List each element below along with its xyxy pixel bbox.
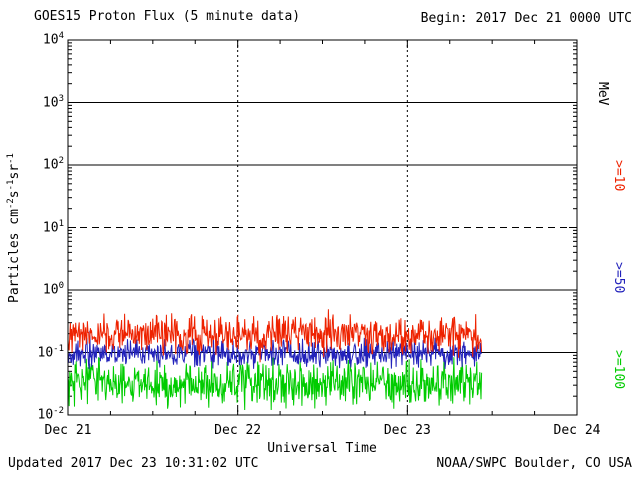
y-tick-label: 10-2 (37, 406, 65, 423)
legend-ge100-label: >=100 (611, 350, 626, 390)
x-tick-label: Dec 22 (214, 423, 262, 438)
x-tick-label: Dec 23 (383, 423, 431, 438)
series-50 (67, 330, 482, 370)
begin-timestamp: Begin: 2017 Dec 21 0000 UTC (420, 11, 632, 26)
mev-unit-label: MeV (595, 82, 610, 106)
x-tick-label: Dec 21 (44, 423, 92, 438)
legend-ge10-label: >=10 (611, 160, 626, 192)
noaa-credit: NOAA/SWPC Boulder, CO USA (436, 456, 632, 471)
y-tick-label: 10-1 (37, 343, 65, 360)
x-axis-label: Universal Time (267, 441, 377, 456)
updated-timestamp: Updated 2017 Dec 23 10:31:02 UTC (8, 456, 259, 471)
y-tick-label: 103 (42, 93, 64, 110)
y-tick-label: 100 (42, 281, 64, 298)
y-axis-label: Particles cm-2s-1sr-1 (5, 153, 23, 303)
y-tick-label: 101 (42, 218, 64, 235)
y-tick-label: 102 (42, 156, 64, 173)
y-tick-label: 104 (42, 31, 64, 48)
legend-ge50-label: >=50 (611, 262, 626, 294)
x-tick-label: Dec 24 (553, 423, 601, 438)
series-10 (67, 309, 483, 363)
chart-title: GOES15 Proton Flux (5 minute data) (34, 9, 301, 24)
series-100 (67, 353, 483, 411)
plot-frame (67, 39, 578, 416)
